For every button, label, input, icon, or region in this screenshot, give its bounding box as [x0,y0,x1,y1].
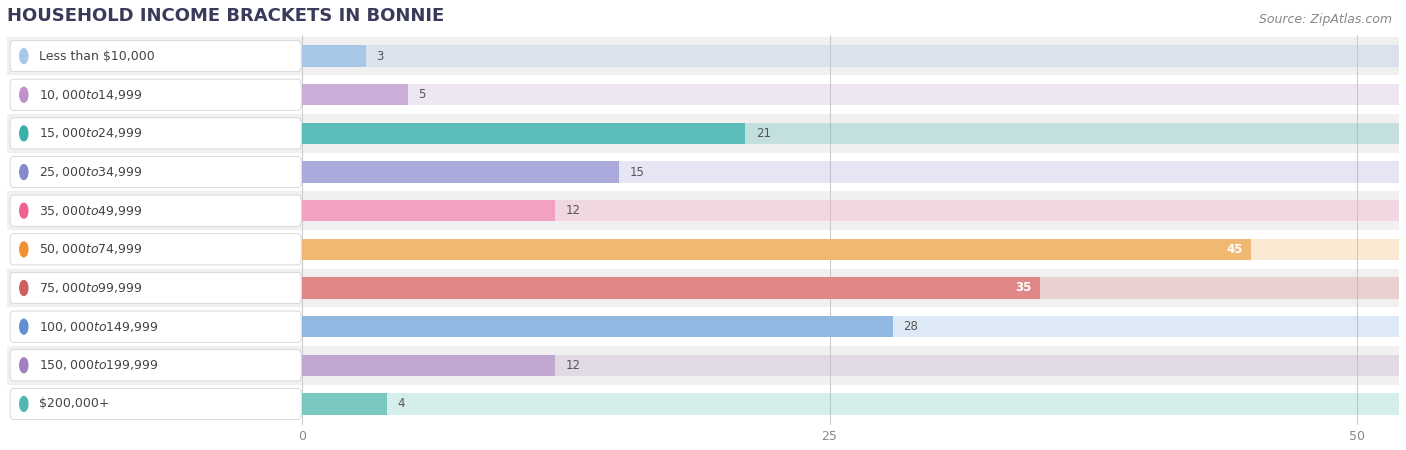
Text: $100,000 to $149,999: $100,000 to $149,999 [38,320,157,333]
Bar [302,355,555,376]
Circle shape [20,87,28,102]
Text: 3: 3 [375,50,384,63]
Circle shape [20,396,28,411]
Circle shape [20,319,28,334]
FancyBboxPatch shape [7,191,1399,230]
Text: 45: 45 [1226,243,1243,256]
Bar [302,45,366,67]
FancyBboxPatch shape [10,234,301,265]
Text: $150,000 to $199,999: $150,000 to $199,999 [38,358,157,372]
Circle shape [20,358,28,373]
Text: HOUSEHOLD INCOME BRACKETS IN BONNIE: HOUSEHOLD INCOME BRACKETS IN BONNIE [7,7,444,25]
Bar [302,200,1399,221]
Text: 5: 5 [418,88,426,101]
Bar [302,45,1399,67]
Bar [302,316,1399,337]
Text: 35: 35 [1015,282,1032,294]
Text: $50,000 to $74,999: $50,000 to $74,999 [38,243,142,256]
FancyBboxPatch shape [10,388,301,419]
Text: 4: 4 [396,397,405,410]
Circle shape [20,165,28,180]
Circle shape [20,242,28,257]
Circle shape [20,49,28,63]
Text: $15,000 to $24,999: $15,000 to $24,999 [38,126,142,140]
Text: 12: 12 [565,359,581,372]
FancyBboxPatch shape [7,37,1399,76]
Text: 12: 12 [565,204,581,217]
FancyBboxPatch shape [7,153,1399,191]
Bar [302,162,619,183]
FancyBboxPatch shape [10,118,301,149]
Circle shape [20,280,28,295]
Text: $25,000 to $34,999: $25,000 to $34,999 [38,165,142,179]
FancyBboxPatch shape [10,79,301,110]
Bar [302,316,893,337]
FancyBboxPatch shape [10,350,301,381]
FancyBboxPatch shape [7,269,1399,307]
FancyBboxPatch shape [10,157,301,188]
FancyBboxPatch shape [7,307,1399,346]
Bar [302,84,408,105]
FancyBboxPatch shape [10,311,301,342]
Text: Less than $10,000: Less than $10,000 [38,50,155,63]
Text: 28: 28 [904,320,918,333]
Text: 15: 15 [628,166,644,179]
Bar [302,238,1251,260]
Bar [302,238,1399,260]
Bar [302,393,387,414]
Bar [302,355,1399,376]
FancyBboxPatch shape [10,272,301,304]
Bar [302,123,745,144]
FancyBboxPatch shape [7,230,1399,269]
Text: Source: ZipAtlas.com: Source: ZipAtlas.com [1258,14,1392,27]
FancyBboxPatch shape [7,346,1399,385]
FancyBboxPatch shape [10,195,301,226]
FancyBboxPatch shape [10,40,301,72]
Text: $75,000 to $99,999: $75,000 to $99,999 [38,281,142,295]
Circle shape [20,126,28,141]
FancyBboxPatch shape [7,114,1399,153]
Text: $10,000 to $14,999: $10,000 to $14,999 [38,88,142,102]
Bar [302,84,1399,105]
Bar [302,200,555,221]
Bar [302,277,1040,299]
Text: $35,000 to $49,999: $35,000 to $49,999 [38,204,142,218]
Text: 21: 21 [756,127,770,140]
Circle shape [20,203,28,218]
Bar [302,277,1399,299]
Bar [302,123,1399,144]
FancyBboxPatch shape [7,385,1399,423]
Bar [302,393,1399,414]
Bar [302,162,1399,183]
FancyBboxPatch shape [7,76,1399,114]
Text: $200,000+: $200,000+ [38,397,110,410]
